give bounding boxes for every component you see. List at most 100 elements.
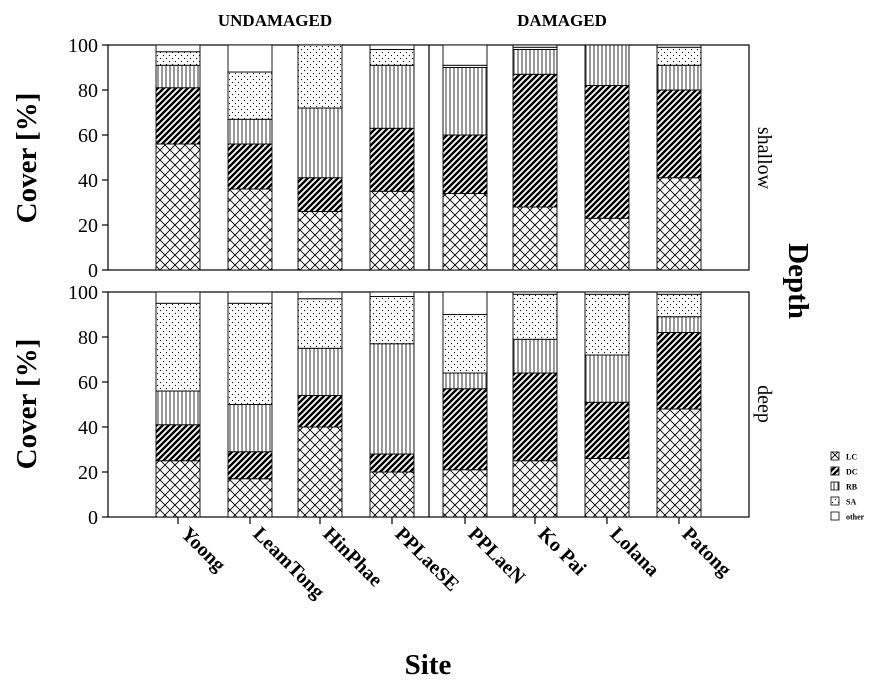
y-tick-label-deep-100: 100 — [68, 282, 98, 304]
y-tick-label-shallow-100: 100 — [68, 35, 98, 57]
legend-swatch-dc — [830, 466, 840, 476]
bar-segment-deep-patong-rb — [656, 316, 702, 333]
x-axis-title: Site — [405, 649, 452, 681]
bar-segment-shallow-hinphae-rb — [297, 107, 343, 179]
bar-segment-deep-hinphae-dc — [297, 395, 343, 428]
legend-label-rb: RB — [846, 483, 858, 492]
bar-segment-shallow-pplaen-rb — [442, 67, 488, 136]
bar-segment-shallow-pplaese-lc — [369, 190, 415, 271]
bar-segment-deep-pplaen-rb — [442, 372, 488, 390]
y-tick-label-deep-60: 60 — [78, 372, 98, 394]
bar-segment-deep-leamtong-sa — [227, 302, 273, 405]
bar-segment-deep-patong-other — [656, 291, 702, 295]
x-tick-label-hinphae: HinPhae — [318, 523, 386, 591]
bar-segment-shallow-patong-rb — [656, 64, 702, 91]
bar-segment-shallow-pplaese-dc — [369, 127, 415, 192]
bar-segment-shallow-lolana-rb — [584, 44, 630, 86]
legend-swatch-rb — [830, 481, 840, 491]
bar-segment-shallow-pplaen-dc — [442, 134, 488, 194]
bar-segment-shallow-pplaese-rb — [369, 64, 415, 129]
group-label-damaged: DAMAGED — [517, 11, 607, 30]
bar-segment-deep-hinphae-lc — [297, 426, 343, 518]
legend: LC DC RB SA other — [830, 451, 865, 522]
bar-segment-deep-ko-pai-dc — [512, 372, 558, 462]
group-label-undamaged: UNDAMAGED — [218, 11, 332, 30]
bar-segment-shallow-patong-lc — [656, 177, 702, 271]
x-tick-label-patong: Patong — [677, 523, 735, 581]
y-tick-label-shallow-60: 60 — [78, 125, 98, 147]
y-tick-label-deep-0: 0 — [88, 507, 98, 529]
bar-segment-deep-lolana-other — [584, 291, 630, 295]
bar-segment-shallow-pplaese-sa — [369, 49, 415, 66]
bar-segment-shallow-lolana-dc — [584, 85, 630, 219]
bar-segment-deep-leamtong-lc — [227, 478, 273, 518]
bar-segment-shallow-leamtong-other — [227, 44, 273, 73]
facet-title-depth: Depth — [782, 243, 814, 319]
bar-segment-deep-yoong-sa — [155, 302, 201, 392]
y-axis-title-shallow: Cover [%] — [11, 93, 43, 224]
bar-segment-deep-ko-pai-lc — [512, 460, 558, 518]
bar-segment-shallow-leamtong-sa — [227, 71, 273, 120]
bar-segment-deep-pplaese-other — [369, 291, 415, 297]
bar-segment-deep-pplaen-dc — [442, 388, 488, 471]
legend-label-dc: DC — [846, 468, 858, 477]
bar-segment-deep-leamtong-other — [227, 291, 273, 304]
y-tick-label-shallow-80: 80 — [78, 80, 98, 102]
y-tick-label-shallow-20: 20 — [78, 215, 98, 237]
bar-segment-deep-yoong-lc — [155, 460, 201, 518]
y-tick-label-shallow-0: 0 — [88, 260, 98, 282]
legend-swatch-sa — [830, 496, 840, 506]
bar-segment-deep-yoong-dc — [155, 424, 201, 462]
bar-segment-deep-lolana-dc — [584, 401, 630, 459]
bar-segment-shallow-yoong-rb — [155, 64, 201, 89]
y-tick-label-deep-40: 40 — [78, 417, 98, 439]
bar-segment-deep-pplaese-dc — [369, 453, 415, 473]
bar-segment-deep-lolana-lc — [584, 458, 630, 518]
bar-segment-shallow-leamtong-rb — [227, 118, 273, 145]
y-tick-label-shallow-40: 40 — [78, 170, 98, 192]
bar-segment-deep-leamtong-rb — [227, 404, 273, 453]
x-tick-label-lolana: Lolana — [605, 523, 663, 581]
bar-segment-deep-pplaese-rb — [369, 343, 415, 455]
x-tick-label-pplaen: PPLaeN — [463, 523, 529, 589]
legend-label-lc: LC — [846, 453, 857, 462]
bar-segment-deep-patong-lc — [656, 408, 702, 518]
bar-segment-shallow-ko-pai-lc — [512, 206, 558, 271]
panel-label-shallow: shallow — [753, 127, 775, 190]
legend-label-other: other — [846, 513, 865, 522]
bar-segment-shallow-yoong-dc — [155, 87, 201, 145]
y-tick-label-deep-20: 20 — [78, 462, 98, 484]
legend-swatch-lc — [830, 451, 840, 461]
y-axis-title-deep: Cover [%] — [11, 339, 43, 470]
bar-segment-shallow-hinphae-dc — [297, 177, 343, 212]
bar-segment-deep-lolana-rb — [584, 354, 630, 403]
x-tick-label-pplaese: PPLaeSE — [390, 523, 463, 596]
bar-segment-shallow-yoong-lc — [155, 143, 201, 271]
x-tick-label-yoong: Yoong — [176, 523, 229, 576]
bar-segment-deep-pplaese-sa — [369, 296, 415, 345]
bar-segment-shallow-patong-sa — [656, 46, 702, 66]
bar-segment-shallow-ko-pai-rb — [512, 49, 558, 75]
bar-segment-deep-ko-pai-sa — [512, 293, 558, 340]
bar-segment-shallow-pplaen-lc — [442, 193, 488, 271]
bar-segment-deep-pplaen-other — [442, 291, 488, 315]
bar-segment-shallow-yoong-other — [155, 44, 201, 53]
panel-label-deep: deep — [753, 385, 775, 423]
bar-segment-deep-pplaese-lc — [369, 471, 415, 518]
bar-segment-deep-ko-pai-rb — [512, 338, 558, 374]
bar-segment-deep-ko-pai-other — [512, 291, 558, 295]
bar-segment-shallow-patong-other — [656, 44, 702, 48]
bar-segment-deep-hinphae-sa — [297, 298, 343, 349]
bar-segment-shallow-pplaen-other — [442, 44, 488, 66]
bar-segment-shallow-ko-pai-dc — [512, 73, 558, 208]
bar-segment-deep-patong-sa — [656, 293, 702, 318]
y-tick-label-deep-80: 80 — [78, 327, 98, 349]
bar-segment-deep-pplaen-lc — [442, 469, 488, 518]
bar-segment-shallow-ko-pai-other — [512, 44, 558, 48]
x-tick-label-leamtong: LeamTong — [248, 523, 328, 603]
bar-segment-deep-yoong-other — [155, 291, 201, 304]
bar-segment-shallow-hinphae-lc — [297, 211, 343, 271]
bar-segment-deep-hinphae-other — [297, 291, 343, 300]
bar-segment-shallow-leamtong-dc — [227, 143, 273, 190]
